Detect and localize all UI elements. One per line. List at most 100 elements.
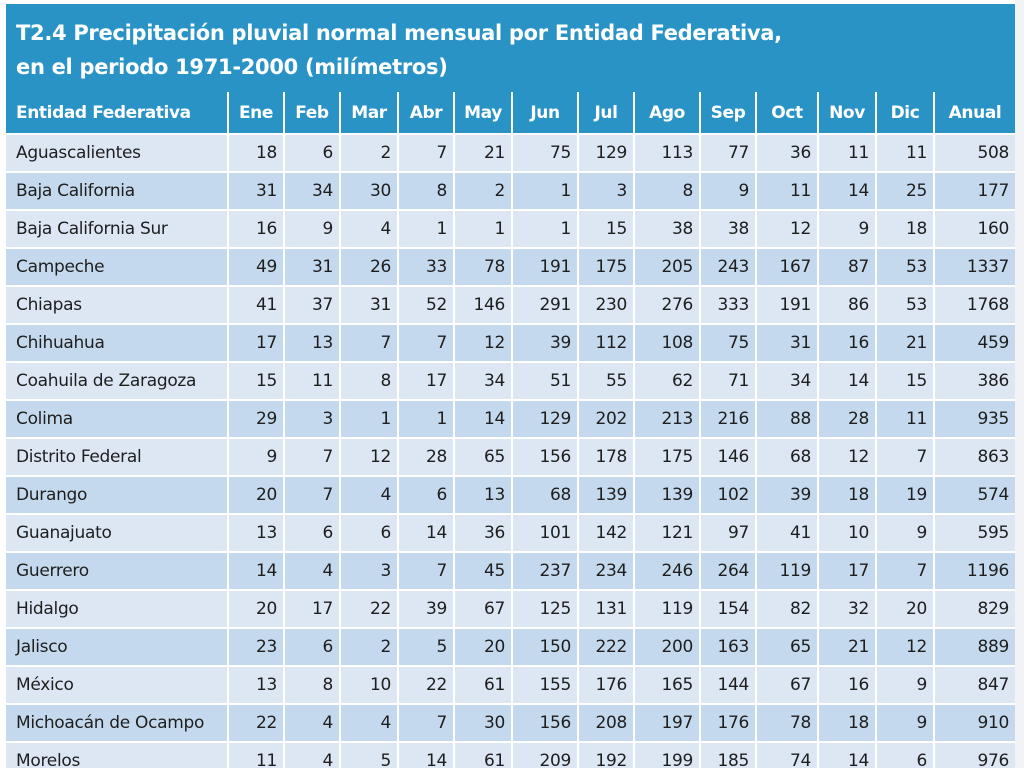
cell-nov: 32: [817, 590, 876, 629]
cell-abr: 7: [397, 552, 454, 591]
cell-ago: 213: [633, 400, 700, 439]
cell-oct: 78: [755, 704, 818, 743]
cell-jul: 112: [577, 324, 634, 363]
cell-jun: 156: [511, 704, 578, 743]
cell-ago: 38: [633, 210, 700, 249]
cell-jun: 209: [511, 742, 578, 768]
cell-oct: 65: [755, 628, 818, 667]
cell-feb: 37: [283, 286, 340, 325]
cell-abr: 1: [397, 400, 454, 439]
cell-jun: 291: [511, 286, 578, 325]
cell-entity-name: Baja California: [6, 172, 228, 211]
cell-jun: 39: [511, 324, 578, 363]
table-row: Chiapas 41 37 31 52 146 291 230 276 333 191 86 53 176…: [6, 286, 1015, 325]
cell-dic: 53: [875, 286, 934, 325]
cell-entity-name: Aguascalientes: [6, 134, 228, 173]
cell-entity-name: Coahuila de Zaragoza: [6, 362, 228, 401]
cell-feb: 7: [283, 438, 340, 477]
cell-sep: 154: [699, 590, 756, 629]
cell-abr: 14: [397, 742, 454, 768]
cell-anual: 935: [933, 400, 1015, 439]
cell-abr: 14: [397, 514, 454, 553]
table-row: Hidalgo 20 17 22 39 67 125 131 119 154 82 32 20 829: [6, 590, 1015, 629]
cell-abr: 7: [397, 704, 454, 743]
cell-sep: 75: [699, 324, 756, 363]
cell-nov: 9: [817, 210, 876, 249]
cell-dic: 11: [875, 400, 934, 439]
cell-dic: 9: [875, 514, 934, 553]
header-entidad: Entidad Federativa: [6, 92, 228, 135]
cell-ene: 41: [227, 286, 284, 325]
cell-feb: 34: [283, 172, 340, 211]
table-body: Aguascalientes 18 6 2 7 21 75 129 113 77 36 11 11 508…: [6, 134, 1015, 768]
cell-anual: 889: [933, 628, 1015, 667]
cell-dic: 25: [875, 172, 934, 211]
cell-may: 61: [453, 742, 512, 768]
cell-entity-name: México: [6, 666, 228, 705]
header-oct: Oct: [755, 92, 818, 135]
cell-abr: 28: [397, 438, 454, 477]
cell-ene: 23: [227, 628, 284, 667]
cell-anual: 1768: [933, 286, 1015, 325]
cell-mar: 5: [339, 742, 398, 768]
cell-feb: 13: [283, 324, 340, 363]
table-row: Chihuahua 17 13 7 7 12 39 112 108 75 31 16 21 459: [6, 324, 1015, 363]
cell-mar: 12: [339, 438, 398, 477]
header-nov: Nov: [817, 92, 876, 135]
cell-jul: 234: [577, 552, 634, 591]
cell-jun: 150: [511, 628, 578, 667]
cell-anual: 574: [933, 476, 1015, 515]
cell-anual: 829: [933, 590, 1015, 629]
cell-ene: 20: [227, 476, 284, 515]
cell-jun: 191: [511, 248, 578, 287]
cell-nov: 14: [817, 362, 876, 401]
cell-entity-name: Campeche: [6, 248, 228, 287]
cell-dic: 19: [875, 476, 934, 515]
cell-anual: 863: [933, 438, 1015, 477]
cell-jun: 51: [511, 362, 578, 401]
cell-feb: 6: [283, 514, 340, 553]
header-mar: Mar: [339, 92, 398, 135]
table-row: Jalisco 23 6 2 5 20 150 222 200 163 65 21 12 889: [6, 628, 1015, 667]
cell-mar: 22: [339, 590, 398, 629]
cell-ene: 16: [227, 210, 284, 249]
cell-ene: 49: [227, 248, 284, 287]
table-title: Precipitación pluvial normal mensual por…: [73, 21, 782, 45]
cell-jul: 3: [577, 172, 634, 211]
cell-may: 1: [453, 210, 512, 249]
header-jul: Jul: [577, 92, 634, 135]
header-abr: Abr: [397, 92, 454, 135]
header-dic: Dic: [875, 92, 934, 135]
cell-oct: 31: [755, 324, 818, 363]
cell-dic: 9: [875, 704, 934, 743]
cell-jul: 131: [577, 590, 634, 629]
cell-jul: 176: [577, 666, 634, 705]
cell-entity-name: Hidalgo: [6, 590, 228, 629]
cell-may: 45: [453, 552, 512, 591]
cell-nov: 21: [817, 628, 876, 667]
cell-entity-name: Chiapas: [6, 286, 228, 325]
cell-dic: 6: [875, 742, 934, 768]
cell-jul: 202: [577, 400, 634, 439]
cell-mar: 4: [339, 704, 398, 743]
cell-nov: 10: [817, 514, 876, 553]
cell-ene: 22: [227, 704, 284, 743]
header-ago: Ago: [633, 92, 700, 135]
cell-jul: 222: [577, 628, 634, 667]
precipitation-table: Entidad Federativa Ene Feb Mar Abr May J…: [6, 92, 1015, 768]
cell-sep: 333: [699, 286, 756, 325]
header-anual: Anual: [933, 92, 1015, 135]
table-row: Baja California Sur 16 9 4 1 1 1 15 38 38 12 9 18 160: [6, 210, 1015, 249]
cell-dic: 7: [875, 552, 934, 591]
cell-sep: 9: [699, 172, 756, 211]
cell-feb: 6: [283, 628, 340, 667]
cell-jul: 175: [577, 248, 634, 287]
cell-mar: 30: [339, 172, 398, 211]
cell-may: 21: [453, 134, 512, 173]
cell-nov: 14: [817, 172, 876, 211]
cell-sep: 216: [699, 400, 756, 439]
cell-may: 30: [453, 704, 512, 743]
cell-abr: 7: [397, 134, 454, 173]
cell-anual: 1196: [933, 552, 1015, 591]
